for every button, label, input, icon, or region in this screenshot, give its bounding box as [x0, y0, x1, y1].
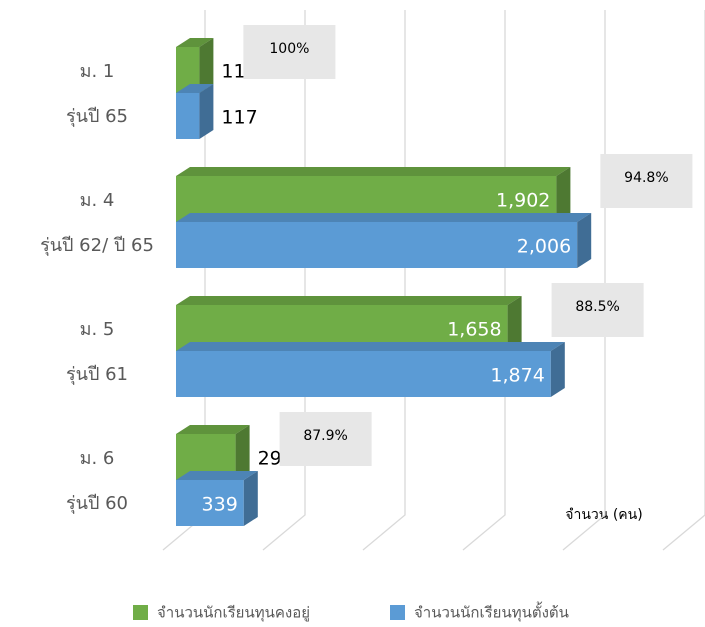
bar-front	[176, 480, 244, 526]
bar	[176, 342, 565, 397]
category-label: ม. 5	[80, 319, 115, 340]
bar-side	[507, 296, 522, 351]
category-label: ม. 1	[80, 61, 115, 82]
value-label: 1,874	[490, 365, 544, 387]
legend-label: จำนวนนักเรียนทุนคงอยู่	[157, 604, 310, 623]
bar-top	[176, 213, 592, 222]
category-label: ม. 4	[80, 190, 115, 211]
bar-front	[176, 47, 200, 93]
bar-front	[176, 93, 200, 139]
bar-front	[176, 351, 551, 397]
bar	[176, 471, 258, 526]
category-label: ม. 6	[80, 448, 115, 469]
annotation-box	[279, 412, 372, 466]
bar-top	[176, 296, 522, 305]
bar	[176, 84, 214, 139]
value-label: 1,902	[496, 190, 550, 212]
annotation: 94.8%	[624, 170, 668, 186]
annotation-box	[551, 283, 644, 337]
annotation: 87.9%	[303, 428, 347, 444]
bar-top	[176, 167, 571, 176]
annotation: 88.5%	[575, 299, 619, 315]
grid-line	[562, 10, 606, 551]
bar-side	[199, 38, 214, 93]
bar-top	[176, 84, 214, 93]
grid-line	[462, 10, 506, 551]
bar-top	[176, 471, 258, 480]
category-label: รุ่นปี 65	[66, 106, 128, 127]
bar-side	[550, 342, 565, 397]
category-label: รุ่นปี 62/ ปี 65	[40, 235, 154, 256]
legend-swatch	[133, 605, 148, 620]
grid-line	[662, 10, 705, 551]
bar-side	[577, 213, 592, 268]
value-label: 117	[221, 107, 257, 129]
grid-line	[362, 10, 406, 551]
legend-label: จำนวนนักเรียนทุนตั้งต้น	[414, 602, 569, 623]
bar-top	[176, 342, 565, 351]
bar-side	[235, 425, 250, 480]
value-label: 339	[202, 494, 238, 516]
bar-side	[556, 167, 571, 222]
annotation: 100%	[269, 41, 309, 57]
bar	[176, 38, 214, 93]
category-label: รุ่นปี 61	[66, 364, 128, 385]
bar-front	[176, 222, 578, 268]
bar-top	[176, 38, 214, 47]
bar-top	[176, 425, 250, 434]
value-label: 2,006	[517, 236, 571, 258]
bar-side	[243, 471, 258, 526]
annotation-box	[243, 25, 336, 79]
bar	[176, 213, 592, 268]
bar-side	[199, 84, 214, 139]
category-label: รุ่นปี 60	[66, 493, 128, 514]
value-label: 1,658	[447, 319, 501, 341]
annotation-box	[600, 154, 693, 208]
legend-swatch	[390, 605, 405, 620]
